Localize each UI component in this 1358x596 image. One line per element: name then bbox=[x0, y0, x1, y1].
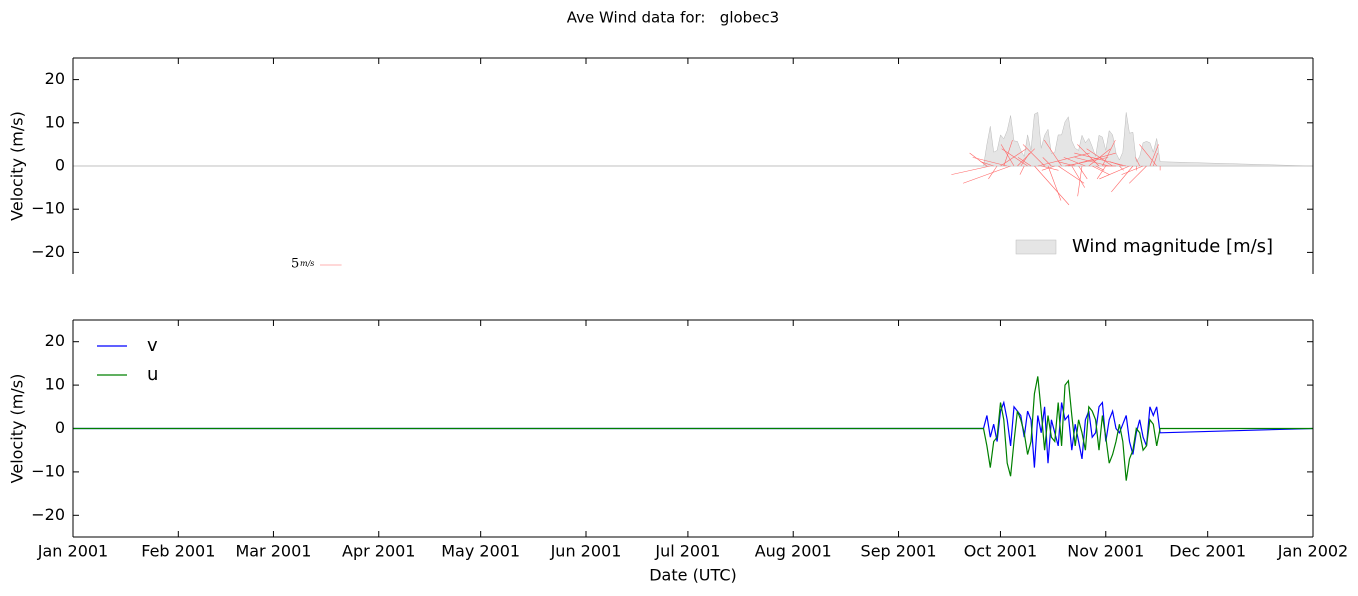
x-tick-label: Oct 2001 bbox=[964, 542, 1037, 561]
x-tick-label: May 2001 bbox=[441, 542, 520, 561]
x-tick-label: Jun 2001 bbox=[550, 542, 622, 561]
wind-stick bbox=[1019, 165, 1025, 175]
wind-stick bbox=[1022, 144, 1045, 167]
wind-stick bbox=[1153, 152, 1158, 167]
y-tick-label: 10 bbox=[45, 375, 65, 394]
wind-stick bbox=[972, 157, 1008, 167]
wind-stick bbox=[1119, 165, 1124, 171]
legend-label: Wind magnitude [m/s] bbox=[1072, 236, 1273, 257]
wind-stick bbox=[951, 165, 991, 175]
y-tick-label: 10 bbox=[45, 112, 65, 131]
wind-stick bbox=[1063, 157, 1086, 167]
y-tick-label: −20 bbox=[31, 242, 65, 261]
x-axis-label: Date (UTC) bbox=[649, 566, 737, 585]
x-tick-label: Mar 2001 bbox=[235, 542, 311, 561]
wind-stick bbox=[1139, 144, 1157, 167]
wind-stick bbox=[1001, 148, 1028, 167]
wind-stick bbox=[1078, 165, 1088, 180]
wind-stick bbox=[1037, 152, 1090, 167]
wind-stick bbox=[1096, 165, 1107, 180]
x-tick-label: Jan 2002 bbox=[1277, 542, 1348, 561]
x-tick-label: Jan 2001 bbox=[37, 542, 108, 561]
key-value: 5 bbox=[291, 257, 299, 272]
wind-stick bbox=[1077, 165, 1083, 197]
wind-stick bbox=[1102, 139, 1116, 167]
wind-stick bbox=[1099, 165, 1130, 180]
x-tick-label: Feb 2001 bbox=[141, 542, 215, 561]
wind-stick bbox=[1086, 148, 1113, 167]
wind-stick bbox=[1129, 165, 1147, 184]
wind-stick bbox=[1121, 165, 1144, 175]
wind-stick bbox=[1111, 165, 1134, 193]
x-tick-label: Dec 2001 bbox=[1169, 542, 1246, 561]
x-tick-label: Jul 2001 bbox=[654, 542, 720, 561]
wind-stick bbox=[1071, 165, 1086, 188]
wind-stick bbox=[1092, 165, 1110, 175]
wind-stick bbox=[1095, 165, 1105, 171]
wind-stick bbox=[980, 161, 994, 167]
wind-stick bbox=[1057, 161, 1076, 167]
x-tick-label: Aug 2001 bbox=[755, 542, 832, 561]
y-tick-label: 0 bbox=[55, 156, 65, 175]
wind-stick bbox=[1042, 157, 1052, 167]
legend-swatch bbox=[1015, 239, 1057, 255]
wind-stick bbox=[1074, 157, 1110, 167]
x-tick-label: Sep 2001 bbox=[861, 542, 937, 561]
y-tick-label: 0 bbox=[55, 418, 65, 437]
x-tick-label: Apr 2001 bbox=[342, 542, 415, 561]
y-tick-label: −20 bbox=[31, 505, 65, 524]
magnitude-area bbox=[73, 112, 1314, 167]
wind-stick bbox=[1041, 165, 1055, 171]
y-tick-label: −10 bbox=[31, 461, 65, 480]
legend-label: u bbox=[147, 364, 158, 385]
wind-stick bbox=[1017, 157, 1032, 167]
wind-stick bbox=[963, 165, 1011, 184]
figure-title: Ave Wind data for: globec3 bbox=[567, 9, 779, 27]
y-axis-label: Velocity (m/s) bbox=[8, 111, 27, 221]
wind-stick bbox=[1064, 157, 1109, 167]
y-tick-label: 20 bbox=[45, 331, 65, 350]
wind-stick bbox=[1074, 152, 1127, 167]
y-tick-label: −10 bbox=[31, 199, 65, 218]
wind-stick bbox=[1135, 157, 1141, 167]
y-tick-label: 20 bbox=[45, 69, 65, 88]
wind-stick bbox=[969, 152, 988, 167]
series-line bbox=[73, 400, 1314, 468]
wind-stick bbox=[1047, 165, 1062, 201]
wind-stick bbox=[1149, 144, 1159, 167]
wind-stick bbox=[1000, 144, 1015, 167]
wind-stick bbox=[1034, 165, 1070, 206]
key-unit: m/s bbox=[300, 259, 314, 268]
y-axis-label: Velocity (m/s) bbox=[8, 374, 27, 484]
series-line bbox=[73, 376, 1313, 481]
wind-stick bbox=[1020, 152, 1030, 167]
wind-stick bbox=[1017, 148, 1035, 167]
x-tick-label: Nov 2001 bbox=[1067, 542, 1144, 561]
wind-stick bbox=[1041, 165, 1059, 171]
legend-label: v bbox=[147, 335, 158, 356]
